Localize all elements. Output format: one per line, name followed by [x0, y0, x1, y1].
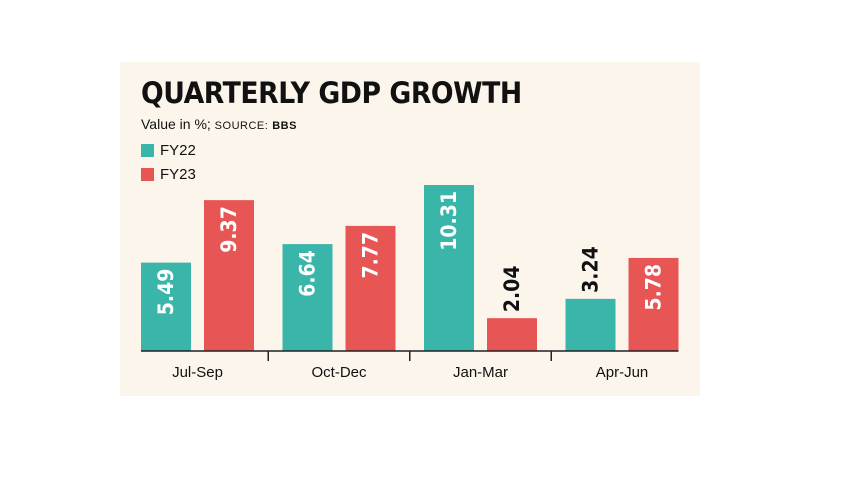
- data-label: 7.77: [359, 232, 383, 279]
- data-label: 3.24: [579, 246, 603, 293]
- bar-fy23-jul-sep: [204, 200, 254, 351]
- legend-label: FY23: [160, 166, 196, 183]
- bar-fy23-oct-dec: [345, 225, 396, 351]
- legend-swatch-fy22: [141, 144, 154, 157]
- source-name: BBS: [272, 120, 297, 132]
- source-label: SOURCE:: [214, 120, 269, 132]
- bar-fy23-jan-mar: [487, 318, 537, 351]
- legend-label: FY22: [160, 142, 196, 159]
- legend-fy23: FY23: [141, 166, 196, 183]
- data-label: 9.37: [217, 206, 241, 253]
- unit-label: Value in %;: [141, 116, 211, 132]
- bar-fy22-oct-dec: [282, 244, 333, 351]
- chart-subtitle: Value in %; SOURCE: BBS: [141, 116, 297, 132]
- x-tick-label: Apr-Jun: [596, 364, 649, 381]
- data-label: 5.78: [642, 264, 666, 311]
- bar-fy22-jan-mar: [424, 185, 474, 351]
- legend-fy22: FY22: [141, 142, 196, 159]
- bar-fy22-apr-jun: [565, 298, 616, 351]
- data-label: 5.49: [154, 269, 178, 316]
- data-label: 6.64: [296, 250, 320, 297]
- x-tick-label: Jul-Sep: [172, 364, 223, 381]
- bar-fy23-apr-jun: [628, 257, 679, 351]
- x-tick-label: Jan-Mar: [453, 364, 508, 381]
- x-tick-label: Oct-Dec: [311, 364, 367, 381]
- legend-swatch-fy23: [141, 168, 154, 181]
- bar-fy22-jul-sep: [141, 262, 191, 351]
- data-label: 2.04: [500, 266, 524, 313]
- chart-title: QUARTERLY GDP GROWTH: [141, 76, 522, 110]
- data-label: 10.31: [437, 191, 461, 251]
